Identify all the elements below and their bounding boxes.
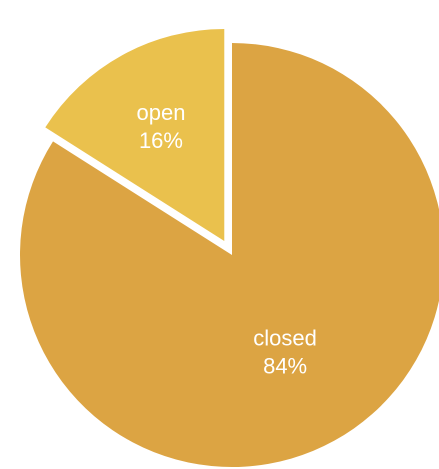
pie-slices [20,28,439,467]
slice-value-closed: 84% [263,354,307,379]
slice-label-closed: closed [253,326,317,351]
slice-label-open: open [136,100,185,125]
pie-slice-open [45,28,225,241]
slice-value-open: 16% [139,128,183,153]
pie-slice-closed [20,43,439,467]
pie-labels: open 16% closed 84% [136,100,316,379]
